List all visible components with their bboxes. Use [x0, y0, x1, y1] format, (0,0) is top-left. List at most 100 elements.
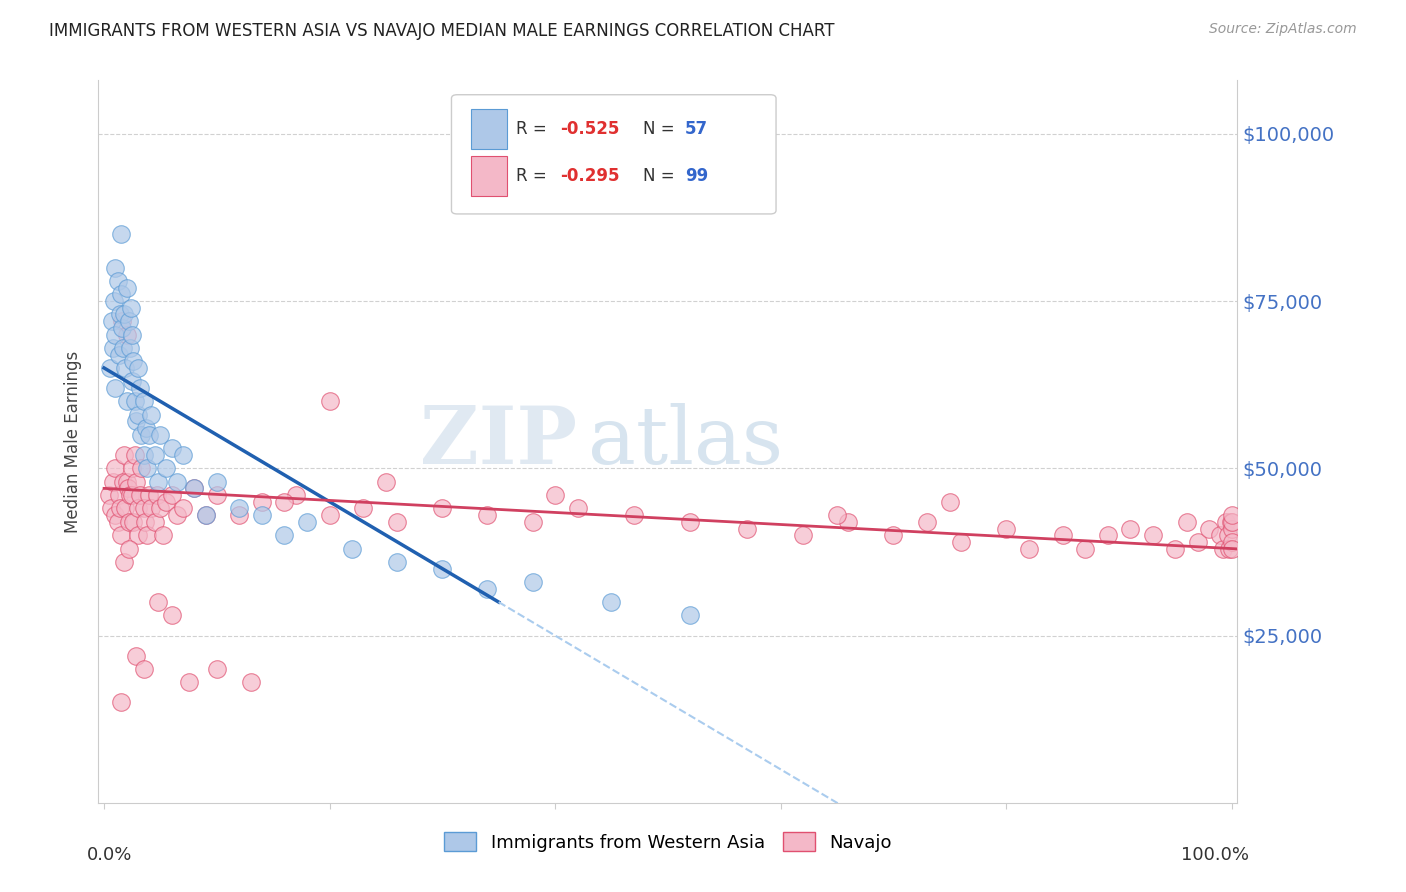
Point: [108, 501, 131, 516]
Point: [112, 555, 135, 569]
Point: [118, 488, 141, 502]
Point: [138, 488, 160, 502]
Point: [104, 461, 127, 475]
Point: [1215, 515, 1237, 529]
Point: [110, 528, 132, 542]
Point: [1164, 541, 1187, 556]
Point: [121, 327, 143, 342]
Point: [1119, 521, 1142, 535]
Point: [1209, 528, 1232, 542]
Point: [172, 448, 194, 462]
Text: ZIP: ZIP: [420, 402, 576, 481]
Point: [152, 528, 174, 542]
Point: [114, 361, 136, 376]
Text: -0.525: -0.525: [560, 120, 619, 137]
Point: [239, 675, 262, 690]
Point: [194, 508, 217, 523]
Point: [1142, 528, 1164, 542]
Point: [544, 488, 567, 502]
Point: [129, 488, 152, 502]
Point: [124, 475, 146, 489]
Point: [124, 394, 146, 409]
Point: [129, 427, 152, 442]
Point: [432, 562, 454, 576]
Point: [97, 488, 120, 502]
Point: [118, 515, 141, 529]
Point: [103, 293, 125, 308]
Point: [522, 515, 544, 529]
Text: IMMIGRANTS FROM WESTERN ASIA VS NAVAJO MEDIAN MALE EARNINGS CORRELATION CHART: IMMIGRANTS FROM WESTERN ASIA VS NAVAJO M…: [49, 22, 835, 40]
Text: 100.0%: 100.0%: [1181, 847, 1249, 864]
Text: 0.0%: 0.0%: [87, 847, 132, 864]
Point: [112, 341, 135, 355]
Point: [166, 475, 188, 489]
Point: [115, 281, 138, 295]
Point: [155, 494, 177, 508]
Point: [375, 475, 398, 489]
Point: [938, 494, 960, 508]
Point: [115, 475, 138, 489]
Bar: [471, 109, 508, 149]
Point: [183, 482, 205, 496]
Point: [340, 541, 363, 556]
Point: [122, 515, 145, 529]
Point: [100, 501, 122, 516]
Point: [1187, 534, 1209, 549]
Point: [149, 501, 172, 516]
Point: [177, 675, 200, 690]
Point: [194, 508, 217, 523]
Point: [121, 461, 143, 475]
Point: [155, 461, 177, 475]
Point: [837, 515, 859, 529]
Point: [318, 508, 340, 523]
Point: [101, 475, 124, 489]
Point: [129, 381, 152, 395]
Point: [112, 448, 135, 462]
Point: [1175, 515, 1198, 529]
Point: [138, 427, 160, 442]
Point: [127, 501, 149, 516]
Point: [1074, 541, 1097, 556]
Point: [882, 528, 904, 542]
Point: [166, 508, 188, 523]
Point: [143, 448, 166, 462]
Point: [318, 394, 340, 409]
Point: [127, 408, 149, 422]
Point: [1052, 528, 1074, 542]
Point: [1220, 521, 1243, 535]
Point: [135, 461, 157, 475]
Point: [107, 515, 129, 529]
Point: [132, 501, 155, 516]
Point: [228, 508, 250, 523]
Point: [1212, 541, 1234, 556]
Point: [104, 260, 127, 275]
Point: [115, 327, 138, 342]
Point: [114, 501, 136, 516]
Point: [995, 521, 1018, 535]
Point: [127, 361, 149, 376]
Point: [915, 515, 938, 529]
Point: [250, 494, 273, 508]
Text: R =: R =: [516, 120, 553, 137]
Point: [129, 461, 152, 475]
Point: [110, 227, 132, 241]
Point: [118, 341, 141, 355]
Point: [387, 555, 409, 569]
Point: [183, 482, 205, 496]
Point: [149, 427, 172, 442]
Point: [111, 320, 134, 334]
Point: [122, 354, 145, 368]
Point: [160, 488, 183, 502]
Text: 57: 57: [685, 120, 709, 137]
Point: [735, 521, 758, 535]
Point: [108, 307, 131, 321]
Point: [205, 475, 228, 489]
Point: [295, 515, 318, 529]
Point: [118, 541, 141, 556]
Point: [1218, 528, 1240, 542]
Point: [141, 501, 163, 516]
Text: -0.295: -0.295: [560, 168, 619, 186]
Point: [205, 488, 228, 502]
Point: [115, 394, 138, 409]
Point: [172, 501, 194, 516]
